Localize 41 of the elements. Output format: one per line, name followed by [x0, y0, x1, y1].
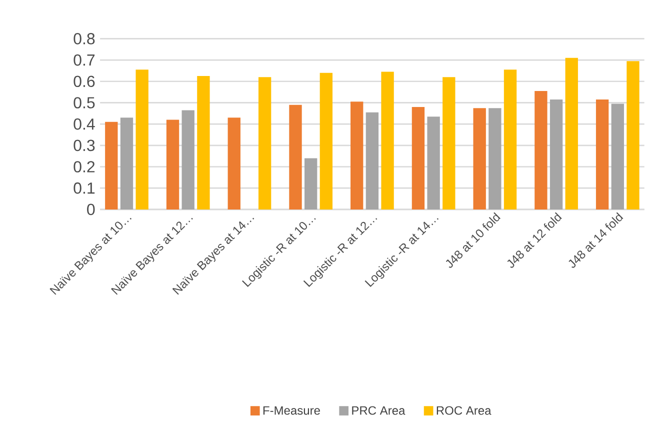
- bar: [366, 112, 379, 210]
- bar: [550, 99, 563, 210]
- bar: [197, 76, 210, 210]
- y-tick-label: 0.1: [74, 182, 95, 194]
- bar: [504, 70, 517, 210]
- legend-label: ROC Area: [436, 406, 492, 415]
- bar: [182, 110, 194, 210]
- bar: [350, 102, 364, 210]
- bar: [488, 108, 502, 210]
- bar: [320, 72, 333, 210]
- y-tick-label: 0.8: [74, 32, 95, 44]
- bar: [626, 61, 640, 210]
- bar: [136, 70, 148, 210]
- x-tick-label: J48 at 14 fold: [568, 212, 624, 268]
- bar: [304, 158, 318, 210]
- legend-label: PRC Area: [352, 406, 406, 415]
- y-tick-label: 0.6: [74, 76, 95, 87]
- bar: [442, 77, 456, 210]
- bar: [611, 104, 624, 210]
- bar: [258, 77, 272, 210]
- y-tick-label: 0.5: [74, 96, 95, 108]
- bar: [412, 106, 425, 210]
- bar: [473, 108, 486, 210]
- y-tick-label: 0.2: [74, 160, 95, 172]
- bar: [228, 118, 240, 210]
- bar: [534, 90, 548, 210]
- y-tick-label: 0.3: [74, 140, 95, 151]
- y-tick-label: 0.7: [74, 54, 95, 66]
- x-tick-label: J48 at 12 fold: [507, 212, 562, 268]
- bar: [289, 104, 302, 210]
- x-tick-label: J48 at 10 fold: [446, 212, 501, 268]
- bar: [565, 58, 578, 210]
- legend-label: F-Measure: [263, 406, 320, 415]
- y-tick-label: 0.4: [74, 118, 95, 130]
- bar: [105, 122, 118, 210]
- bar: [427, 116, 440, 210]
- bar: [381, 72, 394, 210]
- bar: [596, 99, 609, 210]
- bar: [120, 118, 134, 210]
- y-tick-label: 0: [87, 204, 95, 215]
- bar: [166, 120, 180, 210]
